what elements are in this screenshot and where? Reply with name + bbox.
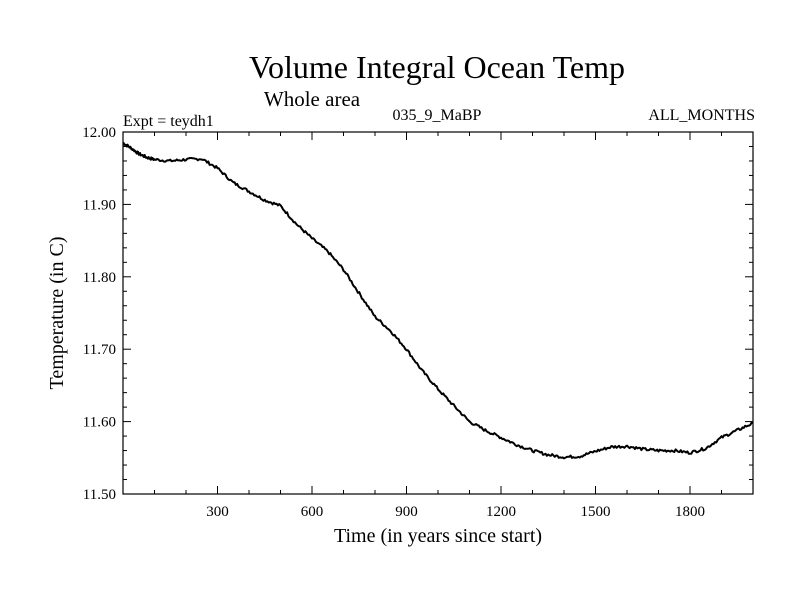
x-tick-label: 600 <box>301 504 324 520</box>
y-tick-label: 12.00 <box>82 125 116 141</box>
x-tick-label: 1200 <box>486 504 516 520</box>
y-tick-label: 11.50 <box>83 487 116 503</box>
grid-and-ticks <box>123 132 753 494</box>
x-tick-label: 1500 <box>581 504 611 520</box>
x-tick-label: 1800 <box>675 504 705 520</box>
x-tick-label: 300 <box>206 504 229 520</box>
y-tick-label: 11.60 <box>83 415 116 431</box>
annotation-months: ALL_MONTHS <box>648 107 755 124</box>
temperature-line <box>122 141 754 460</box>
annotation-experiment: Expt = teydh1 <box>123 113 214 130</box>
x-tick-label: 900 <box>395 504 418 520</box>
chart-subtitle: Whole area <box>264 87 361 111</box>
x-axis-label: Time (in years since start) <box>334 525 542 547</box>
y-tick-label: 11.70 <box>83 342 116 358</box>
annotation-period: 035_9_MaBP <box>393 107 482 124</box>
plot-frame <box>122 131 754 495</box>
chart-title: Volume Integral Ocean Temp <box>249 49 625 85</box>
y-tick-label: 11.80 <box>83 270 116 286</box>
tick-labels: 300 600 900 1200 1500 1800 11.50 11.60 11.70 11.8… <box>82 125 705 520</box>
y-tick-label: 11.90 <box>83 197 116 213</box>
y-axis-label: Temperature (in C) <box>46 237 68 390</box>
